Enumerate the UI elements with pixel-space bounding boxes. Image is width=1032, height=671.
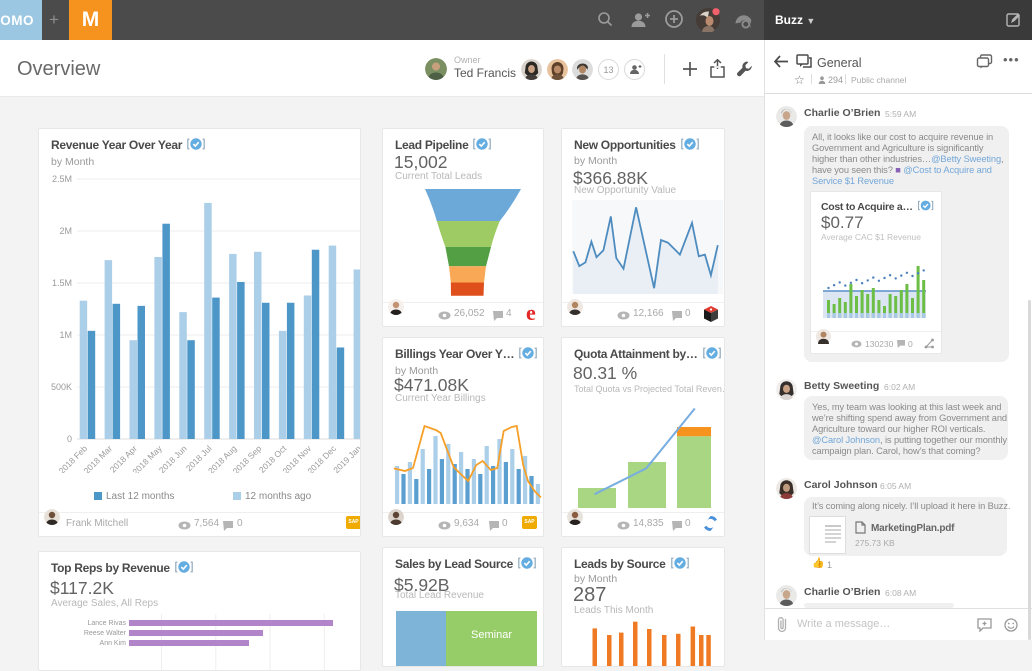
svg-text:2019 Jan: 2019 Jan	[331, 443, 360, 473]
svg-text:Lance Rivas: Lance Rivas	[87, 620, 126, 627]
svg-text:Reese Walter: Reese Walter	[84, 630, 127, 637]
svg-text:1M: 1M	[59, 330, 72, 340]
svg-text:2.5M: 2.5M	[52, 174, 72, 184]
svg-text:2018 Jun: 2018 Jun	[157, 443, 189, 473]
svg-text:2M: 2M	[59, 226, 72, 236]
svg-text:500K: 500K	[51, 382, 72, 392]
svg-text:1.5M: 1.5M	[52, 278, 72, 288]
svg-text:0: 0	[67, 434, 72, 444]
svg-text:Ann Kim: Ann Kim	[100, 640, 127, 647]
